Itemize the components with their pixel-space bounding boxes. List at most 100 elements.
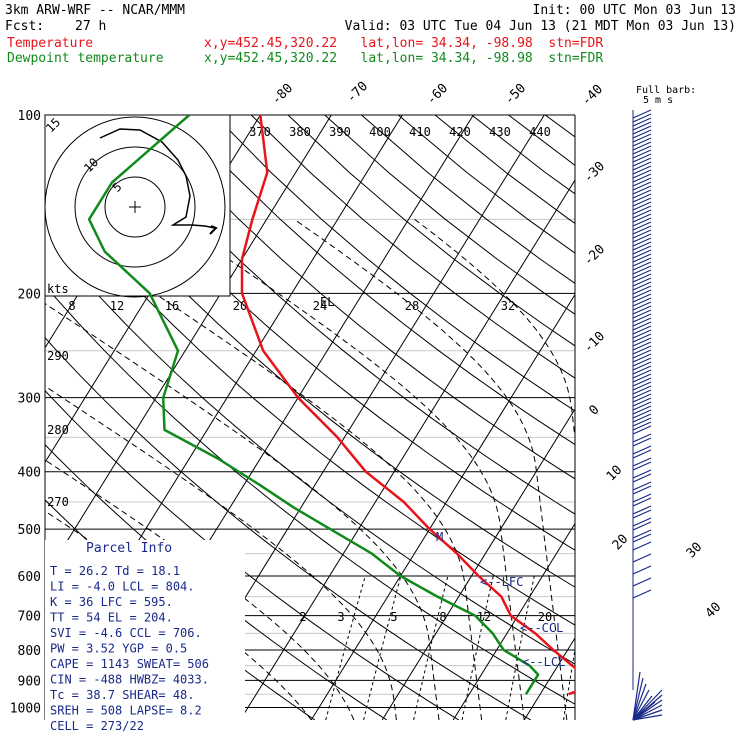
hodograph-trace <box>99 128 216 229</box>
wind-barb <box>632 117 652 127</box>
pressure-label: 700 <box>18 610 41 625</box>
wind-barb <box>632 265 652 275</box>
wind-barb <box>632 449 652 459</box>
wind-barb <box>632 261 652 271</box>
isotherm-label: -20 <box>581 242 608 269</box>
wind-barb <box>632 509 652 519</box>
dry-adiabat <box>45 132 575 588</box>
wind-barb <box>632 389 652 399</box>
parcel-info-panel <box>45 540 245 720</box>
wind-barb <box>632 165 652 175</box>
wind-barb <box>632 565 652 575</box>
temperature-profile <box>240 115 575 696</box>
wind-barb <box>632 153 652 163</box>
wind-barb <box>632 337 652 347</box>
wind-barb <box>632 577 652 587</box>
wind-barb <box>632 497 652 507</box>
wind-barb <box>632 253 652 263</box>
dry-adiabat <box>177 115 575 446</box>
wind-barb <box>632 533 652 543</box>
wind-barb <box>632 213 652 223</box>
mixing-ratio-label: 12 <box>477 610 491 624</box>
wind-barb <box>632 133 652 143</box>
wind-barb <box>632 161 652 171</box>
isotherm-label: -50 <box>502 81 529 108</box>
wind-barb <box>632 173 652 183</box>
wind-barb <box>632 277 652 287</box>
wind-barb <box>632 385 652 395</box>
parcel-level-annotation: EL <box>320 295 334 309</box>
wind-barb <box>632 209 652 219</box>
isotherm-label: 30 <box>684 540 706 562</box>
hodograph-speed-label: 32 <box>501 299 515 313</box>
wind-barb <box>632 189 652 199</box>
parcel-info-row: LI = -4.0 LCL = 804. <box>50 580 195 594</box>
temperature-station-info: x,y=452.45,320.22 lat,lon= 34.34, -98.98… <box>204 36 604 51</box>
dry-adiabat <box>214 115 575 412</box>
wind-barb <box>632 365 652 375</box>
isotherm-label: -80 <box>269 81 296 108</box>
isotherm-label: 0 <box>586 402 602 418</box>
parcel-level-annotation: <--LFC <box>480 575 523 589</box>
parcel-info-row: CELL = 273/22 <box>50 719 144 733</box>
wind-barb-low <box>632 709 663 721</box>
wind-barb <box>632 369 652 379</box>
theta-label: 420 <box>449 125 471 139</box>
left-scale-label: 290 <box>47 349 69 363</box>
wind-barb <box>632 541 652 551</box>
pressure-label: 200 <box>18 287 41 302</box>
wind-barb <box>632 121 652 131</box>
isotherm-label: -60 <box>424 81 451 108</box>
moist-adiabat <box>414 218 575 442</box>
wind-barb <box>632 333 652 343</box>
wind-barb <box>632 421 652 431</box>
wind-barb <box>632 325 652 335</box>
dewpoint-legend: Dewpoint temperature <box>7 51 164 66</box>
wind-barb <box>632 201 652 211</box>
parcel-info-row: TT = 54 EL = 204. <box>50 611 173 625</box>
dry-adiabat <box>582 115 740 720</box>
wind-barb <box>632 109 652 119</box>
wind-barb <box>632 129 652 139</box>
isotherm <box>381 408 575 720</box>
hodograph-ring <box>104 176 166 238</box>
wind-barb <box>632 377 652 387</box>
dry-adiabat <box>287 115 575 347</box>
mixing-ratio-label: 3 <box>337 610 344 624</box>
wind-barb <box>632 349 652 359</box>
wind-barb-low <box>632 689 650 721</box>
isotherm <box>239 179 575 720</box>
parcel-info-row: PW = 3.52 YGP = 0.5 <box>50 642 187 656</box>
hodograph-ring <box>44 116 226 298</box>
wind-legend-line1: Full barb: <box>636 85 696 96</box>
parcel-info-row: T = 26.2 Td = 18.1 <box>50 564 180 578</box>
wind-barb <box>632 481 652 491</box>
wind-legend-line2: 5 m s <box>643 95 673 106</box>
wind-barb <box>632 317 652 327</box>
wind-barb <box>632 397 652 407</box>
hodograph-speed-label: 16 <box>165 299 179 313</box>
mixing-ratio-label: 5 <box>390 610 397 624</box>
wind-barb <box>632 309 652 319</box>
wind-barb <box>632 233 652 243</box>
wind-barb <box>632 393 652 403</box>
dry-adiabat <box>45 233 575 665</box>
parcel-info-row: Tc = 38.7 SHEAR= 48. <box>50 688 195 702</box>
forecast-label: Fcst: <box>5 19 45 34</box>
parcel-level-annotation: M <box>436 530 443 544</box>
pressure-label: 400 <box>18 466 41 481</box>
mixing-ratio-label: 20 <box>538 610 552 624</box>
wind-barb <box>632 517 652 527</box>
mixing-ratio-line <box>363 575 402 720</box>
wind-barb-low <box>632 671 641 721</box>
hodograph-panel <box>44 114 231 297</box>
wind-barb <box>632 361 652 371</box>
wind-barb-low <box>632 695 653 721</box>
wind-barb <box>632 437 652 447</box>
pressure-label: 100 <box>18 109 41 124</box>
wind-barb <box>632 469 652 479</box>
mixing-ratio-line <box>563 647 575 720</box>
hodograph-speed-label: 20 <box>233 299 247 313</box>
wind-barb-low <box>632 689 663 721</box>
wind-barb <box>632 521 652 531</box>
